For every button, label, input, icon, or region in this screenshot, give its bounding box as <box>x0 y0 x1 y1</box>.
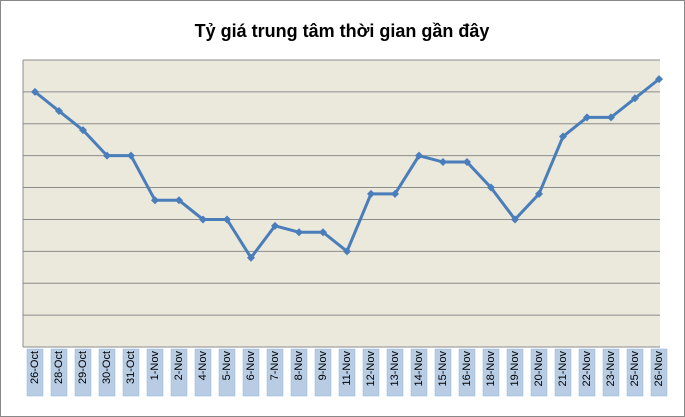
x-label-box <box>266 348 284 397</box>
point-marker <box>367 189 375 198</box>
point-marker <box>151 196 159 205</box>
x-label-box <box>434 348 452 397</box>
point-marker <box>439 158 447 167</box>
point-marker <box>463 158 471 167</box>
x-tick-label: 31-Oct <box>125 351 137 384</box>
point-marker <box>391 189 399 198</box>
x-label-box <box>338 348 356 397</box>
x-tick-label: 8-Nov <box>293 351 305 381</box>
x-tick-label: 26-Nov <box>653 351 665 387</box>
x-tick-label: 26-Oct <box>29 351 41 384</box>
point-marker <box>583 113 591 122</box>
point-marker <box>223 215 231 224</box>
x-tick-label: 22-Nov <box>581 351 593 387</box>
point-marker <box>607 113 615 122</box>
x-label-box <box>50 348 68 397</box>
x-label-box <box>530 348 548 397</box>
point-marker <box>415 151 423 160</box>
point-marker <box>271 221 279 230</box>
x-label-box <box>170 348 188 397</box>
x-label-box <box>122 348 140 397</box>
x-label-box <box>506 348 524 397</box>
x-label-box <box>650 348 668 397</box>
x-tick-label: 21-Nov <box>557 351 569 387</box>
x-tick-label: 25-Nov <box>629 351 641 387</box>
x-tick-label: 1-Nov <box>149 351 161 381</box>
point-marker <box>295 228 303 237</box>
point-marker <box>31 87 39 96</box>
chart-title: Tỷ giá trung tâm thời gian gần đây <box>195 21 490 41</box>
point-marker <box>199 215 207 224</box>
x-label-box <box>242 348 260 397</box>
x-label-box <box>74 348 92 397</box>
x-label-box <box>194 348 212 397</box>
x-label-box <box>458 348 476 397</box>
plot-area <box>23 60 660 347</box>
point-marker <box>535 189 543 198</box>
x-label-box <box>554 348 572 397</box>
x-label-box <box>410 348 428 397</box>
point-marker <box>511 215 519 224</box>
x-label-box <box>578 348 596 397</box>
x-tick-label: 9-Nov <box>317 351 329 381</box>
x-label-box <box>482 348 500 397</box>
x-tick-label: 23-Nov <box>605 351 617 387</box>
point-marker <box>103 151 111 160</box>
x-tick-label: 11-Nov <box>341 351 353 386</box>
x-label-box <box>98 348 116 397</box>
x-tick-label: 16-Nov <box>461 351 473 387</box>
point-marker <box>175 196 183 205</box>
x-tick-label: 13-Nov <box>389 351 401 387</box>
x-tick-label: 18-Nov <box>485 351 497 387</box>
x-tick-label: 5-Nov <box>221 351 233 381</box>
point-marker <box>559 132 567 141</box>
point-marker <box>247 253 255 262</box>
x-tick-label: 7-Nov <box>269 351 281 381</box>
point-marker <box>127 151 135 160</box>
x-tick-label: 29-Oct <box>77 351 89 384</box>
point-marker <box>487 183 495 192</box>
x-tick-label: 28-Oct <box>53 351 65 384</box>
x-label-box <box>26 348 44 397</box>
x-label-box <box>146 348 164 397</box>
x-label-box <box>290 348 308 397</box>
x-tick-label: 6-Nov <box>245 351 257 381</box>
point-marker <box>631 94 639 103</box>
point-marker <box>343 247 351 256</box>
x-tick-label: 15-Nov <box>437 351 449 387</box>
x-tick-label: 19-Nov <box>509 351 521 387</box>
point-marker <box>319 228 327 237</box>
x-tick-label: 14-Nov <box>413 351 425 387</box>
x-label-box <box>218 348 236 397</box>
x-tick-label: 20-Nov <box>533 351 545 387</box>
x-label-box <box>314 348 332 397</box>
x-label-box <box>626 348 644 397</box>
x-label-box <box>602 348 620 397</box>
point-marker <box>55 107 63 116</box>
x-tick-label: 12-Nov <box>365 351 377 387</box>
point-marker <box>79 126 87 135</box>
x-tick-label: 30-Oct <box>101 351 113 384</box>
x-label-box <box>386 348 404 397</box>
x-label-box <box>362 348 380 397</box>
x-tick-label: 2-Nov <box>173 351 185 381</box>
point-marker <box>655 75 663 84</box>
x-tick-label: 4-Nov <box>197 351 209 381</box>
